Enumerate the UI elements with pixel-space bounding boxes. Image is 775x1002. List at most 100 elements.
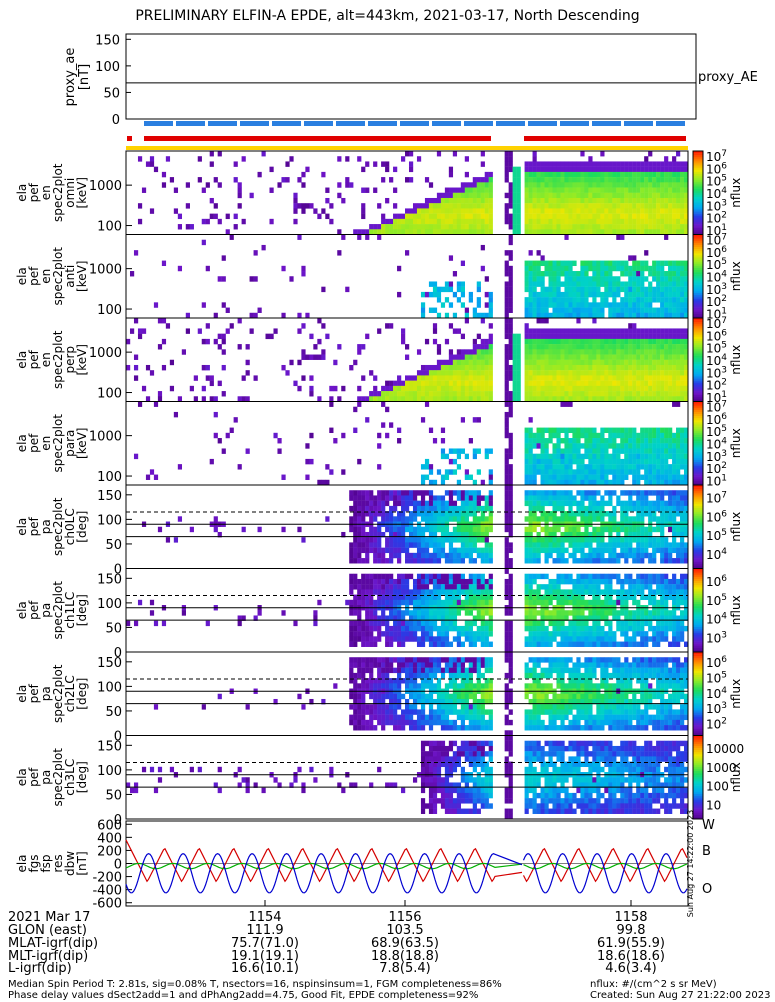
- spectrogram-cell: [469, 381, 473, 386]
- spectrogram-cell: [549, 334, 553, 339]
- spectrogram-cell: [509, 626, 513, 631]
- spectrogram-cell: [596, 553, 600, 558]
- spectrogram-cell: [568, 553, 572, 558]
- spectrogram-cell: [644, 506, 648, 511]
- spectrogram-cell: [381, 600, 385, 605]
- spectrogram-cell: [365, 631, 369, 636]
- spectrogram-cell: [301, 355, 305, 360]
- spectrogram-cell: [162, 172, 166, 177]
- spectrogram-cell: [576, 167, 580, 172]
- spectrogram-cell: [433, 542, 437, 547]
- spectrogram-cell: [680, 334, 684, 339]
- spectrogram-cell: [509, 355, 513, 360]
- spectrogram-cell: [572, 334, 576, 339]
- spectrogram-cell: [624, 548, 628, 553]
- colorbar-segment: [693, 295, 703, 297]
- spectrogram-cell: [541, 386, 545, 391]
- spectrogram-cell: [608, 328, 612, 333]
- spectrogram-cell: [214, 313, 218, 318]
- spectrogram-cell: [537, 558, 541, 563]
- spectrogram-cell: [612, 177, 616, 182]
- spectrogram-cell: [644, 334, 648, 339]
- spectrogram-cell: [481, 537, 485, 542]
- spectrogram-cell: [174, 412, 178, 417]
- spectrogram-cell: [365, 417, 369, 422]
- spectrogram-cell: [417, 156, 421, 161]
- spectrogram-cell: [489, 579, 493, 584]
- spectrogram-cell: [568, 313, 572, 318]
- spectrogram-cell: [297, 203, 301, 208]
- spectrogram-cell: [672, 349, 676, 354]
- spectrogram-cell: [457, 208, 461, 213]
- spectrogram-cell: [564, 381, 568, 386]
- spectrogram-cell: [624, 261, 628, 266]
- spectrogram-cell: [592, 344, 596, 349]
- spectrogram-cell: [668, 433, 672, 438]
- spectrogram-cell: [616, 235, 620, 240]
- spectrogram-cell: [604, 328, 608, 333]
- spectrogram-cell: [632, 459, 636, 464]
- spectrogram-cell: [525, 287, 529, 292]
- spectrogram-cell: [564, 490, 568, 495]
- spectrogram-cell: [652, 339, 656, 344]
- spectrogram-cell: [457, 516, 461, 521]
- spectrogram-cell: [584, 464, 588, 469]
- spectrogram-cell: [604, 501, 608, 506]
- spectrogram-cell: [545, 355, 549, 360]
- spectrogram-cell: [481, 391, 485, 396]
- spectrogram-cell: [425, 579, 429, 584]
- spectrogram-cell: [652, 396, 656, 401]
- spectrogram-cell: [672, 261, 676, 266]
- spectrogram-cell: [620, 349, 624, 354]
- spectrogram-cell: [620, 229, 624, 234]
- spectrogram-cell: [509, 621, 513, 626]
- colorbar-segment: [693, 174, 703, 176]
- spectrogram-cell: [481, 177, 485, 182]
- spectrogram-cell: [365, 600, 369, 605]
- colorbar-segment: [693, 395, 703, 397]
- spectrogram-cell: [537, 276, 541, 281]
- spectrogram-cell: [624, 365, 628, 370]
- spectrogram-cell: [600, 214, 604, 219]
- spectrogram-cell: [182, 610, 186, 615]
- spectrogram-cell: [592, 203, 596, 208]
- spectrogram-cell: [461, 548, 465, 553]
- spectrogram-cell: [365, 610, 369, 615]
- spectrogram-cell: [505, 318, 509, 323]
- spectrogram-cell: [485, 313, 489, 318]
- colorbar-segment: [693, 529, 703, 531]
- spectrogram-cell: [473, 506, 477, 511]
- spectrogram-cell: [401, 224, 405, 229]
- spectrogram-cell: [660, 537, 664, 542]
- spectrogram-cell: [449, 172, 453, 177]
- spectrogram-cell: [397, 292, 401, 297]
- spectrogram-cell: [533, 281, 537, 286]
- spectrogram-cell: [628, 203, 632, 208]
- spectrogram-cell: [616, 276, 620, 281]
- spectrogram-cell: [549, 438, 553, 443]
- colorbar-segment: [693, 523, 703, 525]
- spectrogram-cell: [365, 188, 369, 193]
- colorbar-tick-label: 107: [706, 490, 727, 505]
- spectrogram-cell: [552, 386, 556, 391]
- spectrogram-cell: [612, 355, 616, 360]
- spectrogram-cell: [620, 177, 624, 182]
- spectrogram-cell: [620, 443, 624, 448]
- spectrogram-cell: [409, 151, 413, 156]
- spectrogram-cell: [556, 281, 560, 286]
- spectrogram-cell: [289, 360, 293, 365]
- spectrogram-cell: [576, 386, 580, 391]
- spectrogram-cell: [568, 172, 572, 177]
- spectrogram-cell: [568, 334, 572, 339]
- spectrogram-cell: [393, 589, 397, 594]
- spectrogram-cell: [445, 224, 449, 229]
- spectrogram-cell: [529, 334, 533, 339]
- colorbar-segment: [693, 437, 703, 439]
- spectrogram-cell: [580, 365, 584, 370]
- spectrogram-cell: [545, 459, 549, 464]
- spectrogram-cell: [401, 219, 405, 224]
- spectrogram-cell: [628, 193, 632, 198]
- spectrogram-cell: [525, 464, 529, 469]
- spectrogram-cell: [620, 490, 624, 495]
- spectrogram-cell: [584, 365, 588, 370]
